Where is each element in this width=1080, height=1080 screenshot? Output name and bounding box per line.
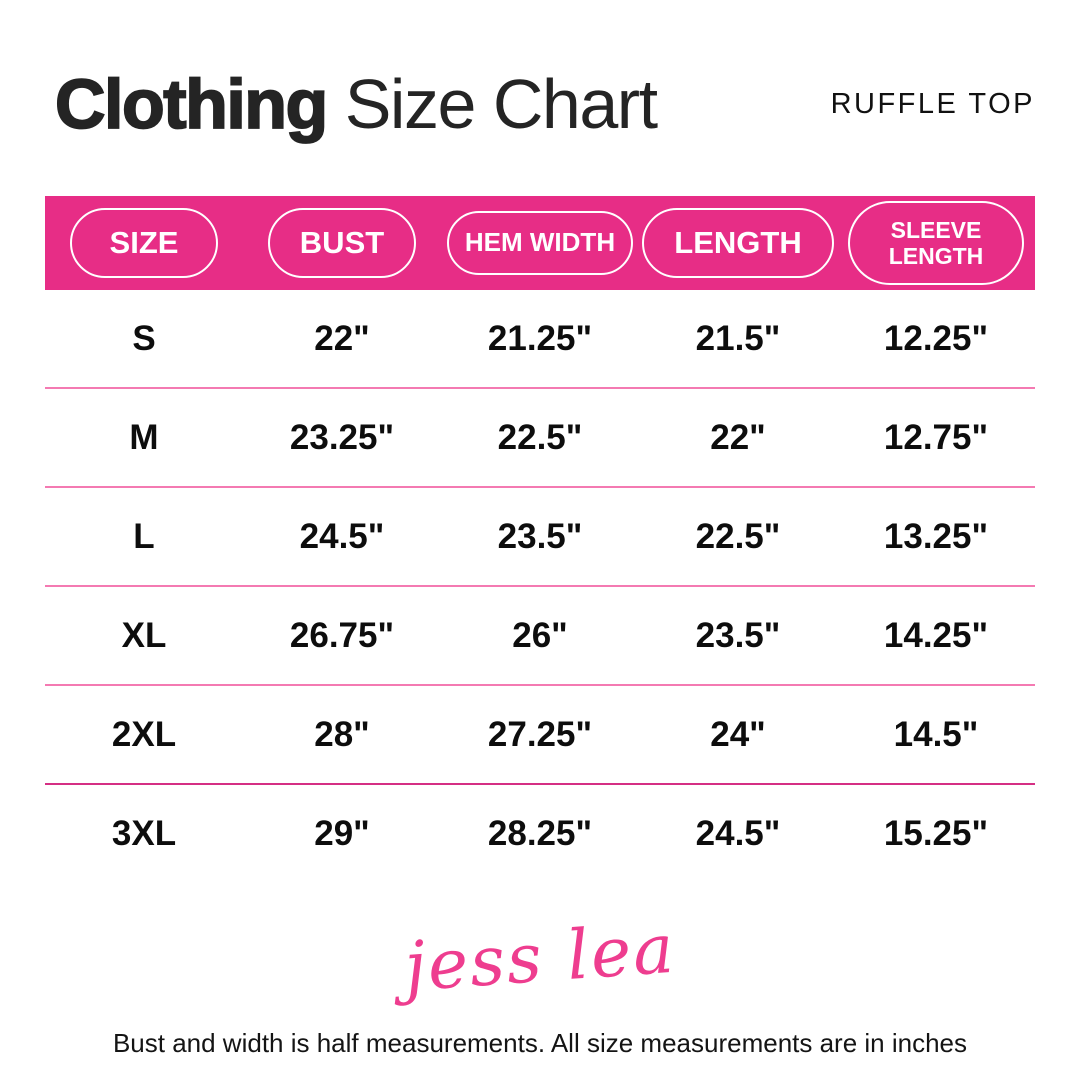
header-label-length: LENGTH [674,225,802,261]
bust-cell: 26.75" [289,615,395,655]
size-cell: L [133,516,155,556]
sleeve-length-cell: 12.25" [883,318,989,358]
header-label-sleeve-line2: LENGTH [888,243,984,269]
page-title-bold: Clothing [54,65,329,143]
header-pill-bust: BUST [267,208,417,278]
size-cell: M [129,417,159,457]
size-cell: 2XL [111,714,177,754]
sleeve-length-cell: 13.25" [883,516,989,556]
size-cell: 3XL [111,813,177,853]
header-pill-size: SIZE [70,208,218,278]
page-title-regular: Size Chart [326,65,658,143]
hem-width-cell: 21.25" [487,318,593,358]
header-label-hem-width: HEM WIDTH [464,227,616,258]
product-label: RUFFLE TOP [830,87,1035,120]
table-row-l: L 24.5" 23.5" 22.5" 13.25" [45,486,1035,585]
hem-width-cell: 22.5" [497,417,583,457]
bust-cell: 29" [314,813,370,853]
bust-cell: 24.5" [299,516,385,556]
header-pill-length: LENGTH [642,208,834,278]
table-row-m: M 23.25" 22.5" 22" 12.75" [45,387,1035,486]
length-cell: 22.5" [695,516,781,556]
hem-width-cell: 26" [512,615,568,655]
header-pill-hem-width: HEM WIDTH [446,211,634,275]
header-label-sleeve-line1: SLEEVE [890,216,982,243]
table-row-xl: XL 26.75" 26" 23.5" 14.25" [45,585,1035,684]
header-label-bust: BUST [299,225,385,261]
length-cell: 24" [710,714,766,754]
page-header: Clothing Size Chart RUFFLE TOP [54,58,1035,150]
length-cell: 23.5" [695,615,781,655]
brand-logo: jess lea [401,909,679,1007]
length-cell: 24.5" [695,813,781,853]
hem-width-cell: 28.25" [487,813,593,853]
table-row-3xl: 3XL 29" 28.25" 24.5" 15.25" [45,783,1035,882]
sleeve-length-cell: 12.75" [883,417,989,457]
page-title: Clothing Size Chart [54,68,658,140]
table-row-s: S 22" 21.25" 21.5" 12.25" [45,290,1035,387]
hem-width-cell: 23.5" [497,516,583,556]
table-header-row: SIZE BUST HEM WIDTH LENGTH SLEEVE LENGTH [45,196,1035,290]
sleeve-length-cell: 14.5" [893,714,979,754]
size-cell: S [132,318,156,358]
length-cell: 21.5" [695,318,781,358]
hem-width-cell: 27.25" [487,714,593,754]
table-row-2xl: 2XL 28" 27.25" 24" 14.5" [45,684,1035,783]
bust-cell: 28" [314,714,370,754]
footer-note: Bust and width is half measurements. All… [112,1028,968,1058]
sleeve-length-cell: 14.25" [883,615,989,655]
size-table: SIZE BUST HEM WIDTH LENGTH SLEEVE LENGTH… [45,196,1035,882]
bust-cell: 22" [314,318,370,358]
header-label-size: SIZE [109,225,179,261]
length-cell: 22" [710,417,766,457]
bust-cell: 23.25" [289,417,395,457]
header-pill-sleeve-length: SLEEVE LENGTH [848,201,1024,285]
sleeve-length-cell: 15.25" [883,813,989,853]
size-cell: XL [121,615,167,655]
